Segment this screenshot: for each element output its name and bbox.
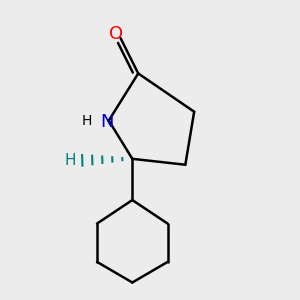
Text: O: O <box>109 25 123 43</box>
Text: N: N <box>100 113 114 131</box>
Text: H: H <box>82 114 92 128</box>
Text: H: H <box>65 153 76 168</box>
